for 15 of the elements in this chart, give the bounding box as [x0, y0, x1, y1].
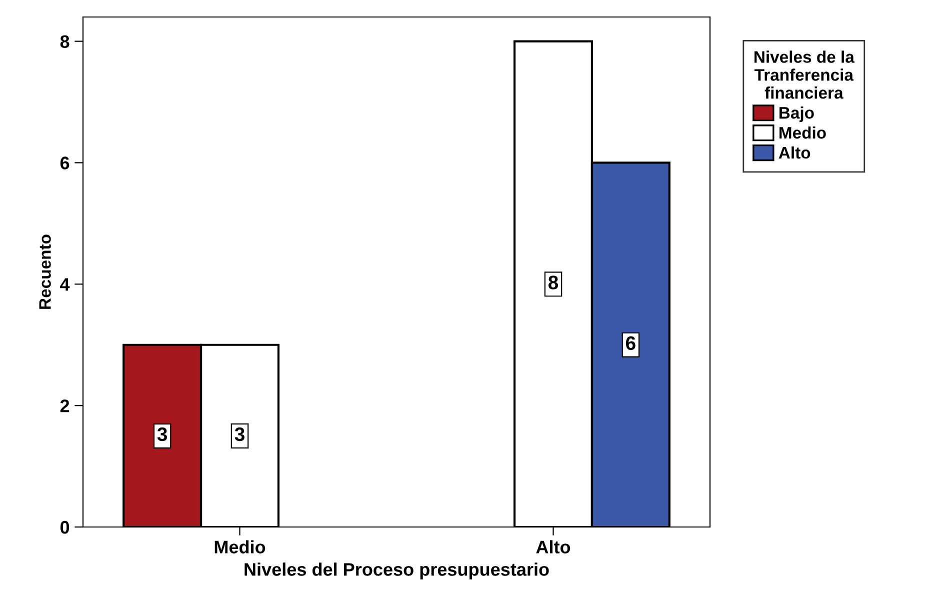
legend-title: Niveles de la Tranferencia financiera: [754, 50, 855, 99]
legend-label: Alto: [778, 146, 810, 159]
legend-label: Medio: [780, 126, 826, 139]
data-label: 8: [548, 276, 558, 290]
legend-label: Bajo: [780, 106, 814, 122]
y-tick-label: 2: [60, 400, 70, 412]
y-tick-label: 8: [60, 35, 70, 48]
y-tick-label: 6: [60, 156, 70, 170]
y-tick-label: 0: [60, 520, 70, 534]
data-label: 3: [234, 427, 244, 442]
y-axis-title: Recuento: [39, 234, 51, 309]
x-axis-title: Niveles del Proceso presupuestario: [244, 562, 549, 580]
data-label: 3: [157, 427, 168, 442]
y-tick-label: 4: [60, 278, 70, 291]
data-label: 6: [626, 336, 636, 350]
